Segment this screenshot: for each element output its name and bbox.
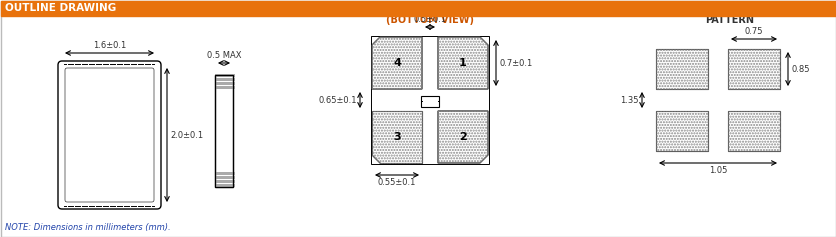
Bar bbox=[728, 49, 780, 89]
Bar bbox=[219, 176, 222, 179]
Bar bbox=[1, 0, 835, 15]
Bar bbox=[227, 176, 231, 179]
Text: 1.6±0.1: 1.6±0.1 bbox=[93, 41, 126, 50]
Bar bbox=[215, 75, 233, 187]
Text: OUTLINE DRAWING: OUTLINE DRAWING bbox=[5, 3, 116, 13]
Bar bbox=[215, 183, 218, 187]
Bar bbox=[219, 86, 222, 89]
Bar bbox=[223, 86, 227, 89]
Polygon shape bbox=[438, 111, 488, 163]
Bar bbox=[215, 82, 218, 85]
Bar bbox=[227, 86, 231, 89]
Text: 1.05: 1.05 bbox=[709, 166, 727, 175]
Bar bbox=[223, 179, 227, 183]
Bar bbox=[223, 77, 227, 81]
Bar bbox=[421, 96, 439, 106]
Bar bbox=[231, 77, 235, 81]
Bar bbox=[215, 73, 218, 77]
Bar bbox=[231, 183, 235, 187]
Bar bbox=[227, 172, 231, 175]
Bar bbox=[223, 82, 227, 85]
Bar bbox=[656, 49, 708, 89]
Text: 2.0±0.1: 2.0±0.1 bbox=[170, 131, 203, 140]
Polygon shape bbox=[372, 111, 422, 163]
Bar bbox=[223, 183, 227, 187]
Text: ELECTRODE ARRANGEMENT: ELECTRODE ARRANGEMENT bbox=[354, 6, 506, 16]
Bar bbox=[223, 73, 227, 77]
Bar bbox=[231, 172, 235, 175]
Bar bbox=[215, 176, 218, 179]
Text: PATTERN: PATTERN bbox=[706, 15, 755, 25]
Bar bbox=[728, 111, 780, 151]
Text: 0.5±0.1: 0.5±0.1 bbox=[414, 15, 446, 24]
Text: 0.85: 0.85 bbox=[791, 64, 809, 73]
Text: 0.7±0.1: 0.7±0.1 bbox=[499, 59, 533, 68]
Bar bbox=[215, 172, 218, 175]
Bar bbox=[219, 183, 222, 187]
Bar bbox=[231, 86, 235, 89]
Text: 2: 2 bbox=[459, 132, 466, 142]
Text: NOTE: Dimensions in millimeters (mm).: NOTE: Dimensions in millimeters (mm). bbox=[5, 223, 171, 232]
Polygon shape bbox=[372, 37, 422, 89]
Bar bbox=[215, 77, 218, 81]
Bar bbox=[656, 49, 708, 89]
Bar bbox=[219, 73, 222, 77]
Bar bbox=[231, 82, 235, 85]
Bar bbox=[219, 172, 222, 175]
Bar bbox=[231, 179, 235, 183]
Bar bbox=[728, 111, 780, 151]
Text: 1.35: 1.35 bbox=[620, 96, 639, 105]
Bar bbox=[728, 49, 780, 89]
Bar bbox=[227, 183, 231, 187]
Bar bbox=[231, 73, 235, 77]
Text: (BOTTOM VIEW): (BOTTOM VIEW) bbox=[386, 15, 474, 25]
Text: 0.65±0.1: 0.65±0.1 bbox=[319, 96, 357, 105]
Text: RECOMMENDED LAND: RECOMMENDED LAND bbox=[670, 6, 790, 16]
Text: 0.5 MAX: 0.5 MAX bbox=[206, 51, 242, 60]
Bar bbox=[656, 111, 708, 151]
Text: 4: 4 bbox=[393, 58, 401, 68]
Bar bbox=[215, 75, 233, 187]
Text: 0.55±0.1: 0.55±0.1 bbox=[378, 178, 416, 187]
Bar bbox=[215, 86, 218, 89]
Bar bbox=[223, 172, 227, 175]
Bar bbox=[219, 77, 222, 81]
Bar bbox=[215, 179, 218, 183]
Text: 0.75: 0.75 bbox=[745, 27, 763, 36]
Polygon shape bbox=[438, 37, 488, 89]
Bar bbox=[656, 111, 708, 151]
Text: 1: 1 bbox=[459, 58, 466, 68]
Bar bbox=[219, 179, 222, 183]
Bar bbox=[227, 82, 231, 85]
Bar bbox=[227, 73, 231, 77]
Text: 3: 3 bbox=[393, 132, 400, 142]
Bar bbox=[227, 77, 231, 81]
Bar bbox=[371, 36, 489, 164]
Bar bbox=[219, 82, 222, 85]
Bar bbox=[227, 179, 231, 183]
Bar bbox=[223, 176, 227, 179]
Bar bbox=[231, 176, 235, 179]
FancyBboxPatch shape bbox=[58, 61, 161, 209]
